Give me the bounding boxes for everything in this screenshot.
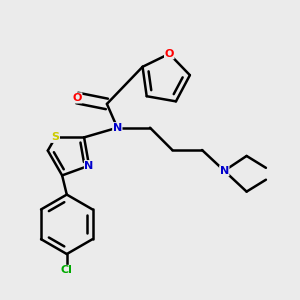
Text: Cl: Cl bbox=[61, 266, 73, 275]
Text: S: S bbox=[51, 132, 59, 142]
Text: N: N bbox=[113, 123, 122, 133]
Text: O: O bbox=[73, 93, 82, 103]
Text: O: O bbox=[165, 49, 174, 59]
Text: N: N bbox=[84, 160, 94, 171]
Text: N: N bbox=[220, 166, 229, 176]
